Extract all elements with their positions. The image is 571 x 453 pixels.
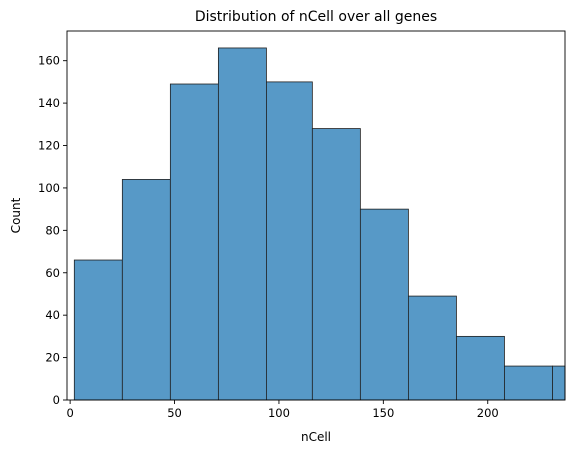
y-tick-label-8: 160 xyxy=(38,54,60,68)
histogram-bar-2 xyxy=(169,83,219,401)
histogram-bar-10 xyxy=(552,365,566,401)
histogram-bar-3 xyxy=(217,47,267,401)
plot-frame xyxy=(66,30,566,401)
y-tick-label-7: 140 xyxy=(38,96,60,110)
x-axis-ticks: 0 50 100 150 200 xyxy=(66,400,499,420)
x-tick-label-1: 50 xyxy=(167,406,182,420)
y-axis-title: Count xyxy=(9,197,23,233)
x-tick-label-0: 0 xyxy=(66,406,73,420)
x-tick-label-2: 100 xyxy=(268,406,290,420)
histogram-bar-8 xyxy=(456,335,505,401)
y-tick-label-1: 20 xyxy=(45,351,60,365)
histogram-bar-7 xyxy=(407,295,457,401)
x-tick-label-3: 150 xyxy=(372,406,394,420)
y-tick-label-5: 100 xyxy=(38,181,60,195)
y-tick-label-3: 60 xyxy=(45,266,60,280)
histogram-bar-4 xyxy=(266,81,313,401)
histogram-bar-5 xyxy=(311,128,361,401)
x-axis-title: nCell xyxy=(301,430,331,444)
y-tick-label-4: 80 xyxy=(45,223,60,237)
histogram-bar-6 xyxy=(359,208,409,401)
x-tick-label-4: 200 xyxy=(477,406,499,420)
y-tick-label-2: 40 xyxy=(45,308,60,322)
histogram-bar-0 xyxy=(73,259,123,401)
y-axis-ticks: 0 20 40 60 80 100 120 140 160 xyxy=(38,54,67,407)
y-tick-label-6: 120 xyxy=(38,139,60,153)
histogram-bar-9 xyxy=(504,365,553,401)
chart-title: Distribution of nCell over all genes xyxy=(195,9,437,25)
histogram-bar-1 xyxy=(121,179,171,401)
histogram-bars xyxy=(73,47,566,401)
y-tick-label-0: 0 xyxy=(53,393,60,407)
